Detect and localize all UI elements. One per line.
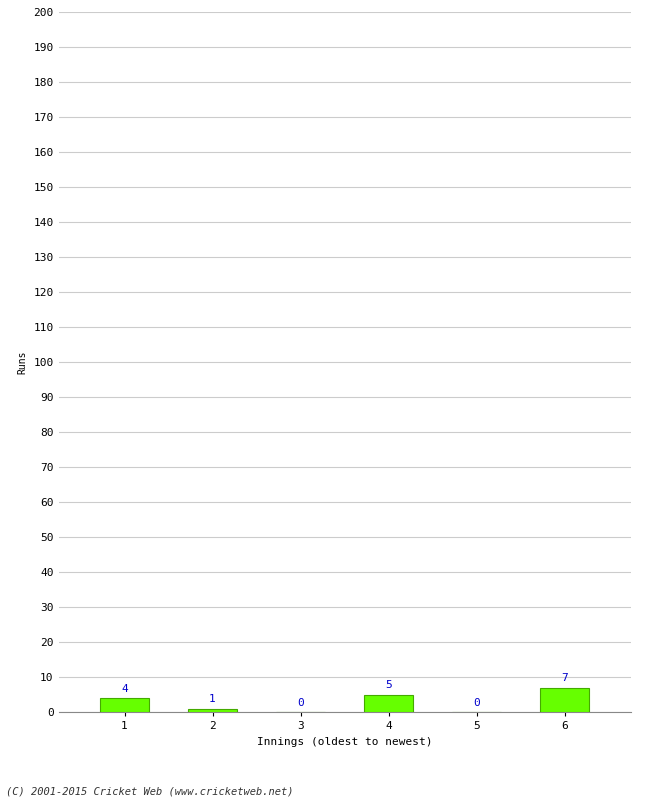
- Text: 7: 7: [561, 674, 568, 683]
- Bar: [364, 694, 413, 712]
- Bar: [540, 687, 589, 712]
- Y-axis label: Runs: Runs: [18, 350, 28, 374]
- X-axis label: Innings (oldest to newest): Innings (oldest to newest): [257, 737, 432, 746]
- Bar: [188, 709, 237, 712]
- Text: (C) 2001-2015 Cricket Web (www.cricketweb.net): (C) 2001-2015 Cricket Web (www.cricketwe…: [6, 786, 294, 796]
- Text: 0: 0: [297, 698, 304, 709]
- Bar: [100, 698, 149, 712]
- Text: 4: 4: [121, 684, 128, 694]
- Text: 5: 5: [385, 680, 392, 690]
- Text: 0: 0: [473, 698, 480, 709]
- Text: 1: 1: [209, 694, 216, 704]
